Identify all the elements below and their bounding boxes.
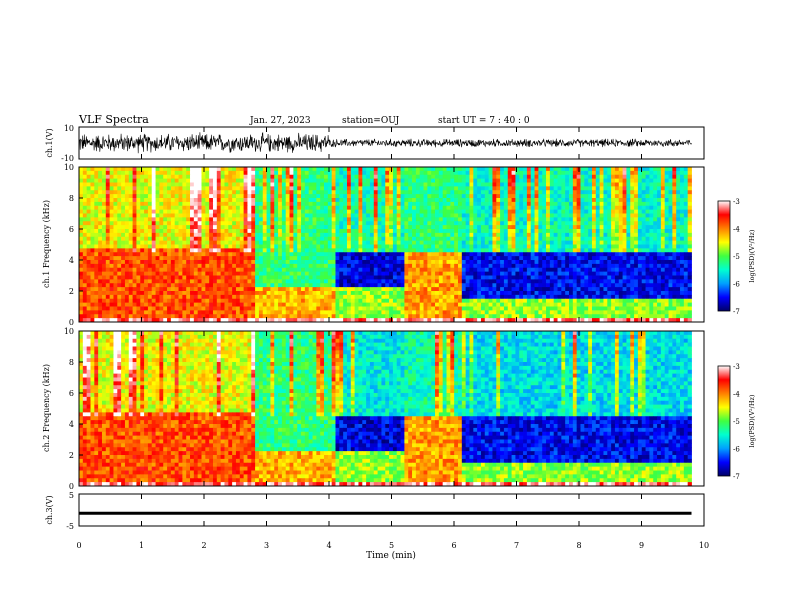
- colorbar-tick-label: -3: [733, 198, 740, 206]
- ch1-spectrogram: [79, 167, 704, 323]
- colorbar-tick-label: -5: [733, 418, 740, 426]
- colorbar-tick-label: -6: [733, 281, 740, 289]
- ytick-label: 8: [69, 358, 74, 367]
- ytick-label: 2: [69, 287, 74, 296]
- ch1-colorbar: -3 -4 -5 -6 -7 log(PSD)(V²/Hz): [717, 198, 756, 316]
- colorbar-tick-label: -6: [733, 446, 740, 454]
- ch2-spectrogram-channel-label: ch.2 Frequency (kHz): [42, 364, 51, 452]
- colorbar-tick-label: -4: [733, 391, 740, 399]
- panel-ch3-waveform: 5 -5 ch.3(V): [45, 491, 705, 531]
- xtick-label: 8: [576, 541, 581, 550]
- xtick-label: 4: [326, 541, 331, 550]
- ytick-label: 0: [69, 482, 74, 491]
- xtick-label: 10: [699, 541, 709, 550]
- colorbar-label: log(PSD)(V²/Hz): [748, 229, 756, 282]
- ch3-ylabel: ch.3(V): [45, 495, 54, 524]
- ch3-ytick-bottom: -5: [66, 522, 74, 531]
- colorbar-gradient: [717, 200, 731, 312]
- xtick-label: 1: [139, 541, 144, 550]
- start-time-label: start UT = 7 : 40 : 0: [438, 116, 530, 126]
- colorbar-label: log(PSD)(V²/Hz): [748, 394, 756, 447]
- ch1-ylabel: ch.1(V): [45, 128, 54, 157]
- xtick-label: 6: [451, 541, 456, 550]
- ytick-label: 8: [69, 194, 74, 203]
- ytick-label: 0: [69, 318, 74, 327]
- ytick-label: 10: [64, 327, 74, 336]
- x-axis: 0 1 2 3 4 5 6 7 8 9 10: [76, 127, 709, 550]
- colorbar-tick-label: -5: [733, 253, 740, 261]
- ytick-label: 10: [64, 163, 74, 172]
- colorbar-tick-label: -7: [733, 473, 740, 481]
- ytick-label: 6: [69, 389, 74, 398]
- colorbar-gradient: [717, 365, 731, 477]
- colorbar-tick-label: -3: [733, 363, 740, 371]
- ch3-ytick-top: 5: [69, 491, 74, 500]
- panel-ch1-waveform: 10 -10 ch.1(V): [45, 124, 705, 163]
- xtick-label: 9: [639, 541, 644, 550]
- ch1-spectrogram-channel-label: ch.1 Frequency (kHz): [42, 200, 51, 288]
- xtick-label: 5: [389, 541, 394, 550]
- ytick-label: 2: [69, 451, 74, 460]
- ch1-ytick-bottom: -10: [61, 154, 74, 163]
- ch2-spectrogram: [79, 331, 704, 487]
- xtick-label: 2: [201, 541, 206, 550]
- ytick-label: 4: [69, 256, 74, 265]
- xtick-label: 7: [514, 541, 519, 550]
- ytick-label: 4: [69, 420, 74, 429]
- x-axis-label: Time (min): [366, 550, 416, 561]
- xtick-label: 0: [76, 541, 81, 550]
- colorbar-tick-label: -7: [733, 308, 740, 316]
- station-label: station=OUJ: [342, 116, 400, 126]
- ch1-waveform-line: [78, 131, 692, 154]
- panel-ch2-spectrogram: 0 2 4 6 8 10 ch.2 Frequency (kHz): [42, 327, 705, 491]
- ch1-ytick-top: 10: [64, 124, 74, 133]
- figure-title: VLF Spectra: [78, 113, 149, 126]
- colorbar-tick-label: -4: [733, 226, 740, 234]
- panel-ch1-spectrogram: 0 2 4 6 8 10 ch.1 Frequency (kHz): [42, 163, 705, 327]
- date-label: Jan. 27, 2023: [249, 116, 311, 126]
- ch2-colorbar: -3 -4 -5 -6 -7 log(PSD)(V²/Hz): [717, 363, 756, 481]
- xtick-label: 3: [264, 541, 269, 550]
- ytick-label: 6: [69, 225, 74, 234]
